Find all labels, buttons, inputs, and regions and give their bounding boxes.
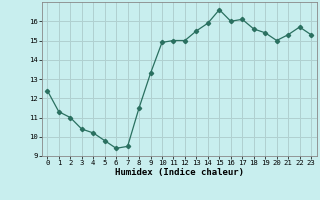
X-axis label: Humidex (Indice chaleur): Humidex (Indice chaleur)	[115, 168, 244, 177]
